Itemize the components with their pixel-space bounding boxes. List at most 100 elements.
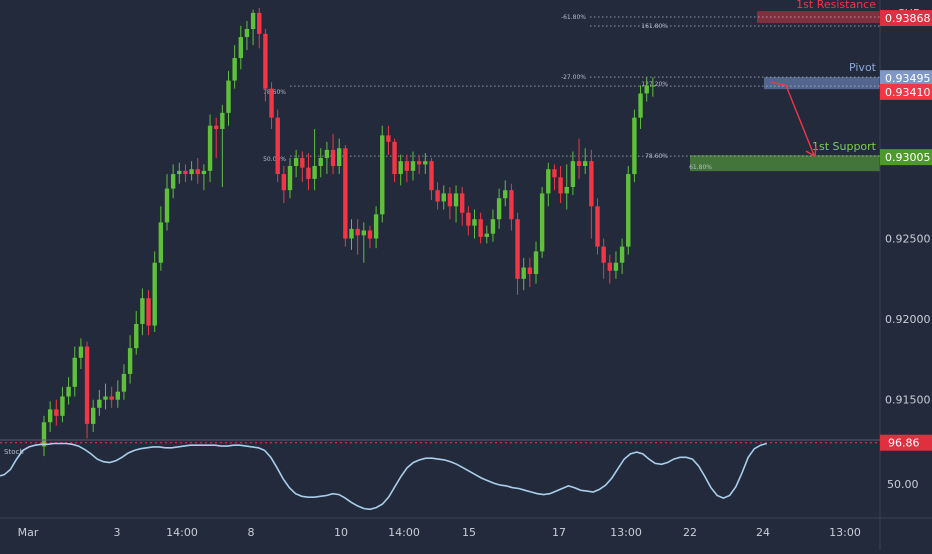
- candle: [109, 386, 114, 408]
- stoch-tick-label: 50.00: [887, 478, 919, 491]
- resistance-title: 1st Resistance: [796, 0, 876, 11]
- candle: [158, 206, 164, 271]
- candle: [41, 415, 47, 457]
- svg-text:0.93005: 0.93005: [885, 151, 931, 164]
- candle: [589, 149, 594, 239]
- candle: [115, 380, 120, 408]
- candle: [183, 164, 188, 183]
- pivot-title: Pivot: [849, 61, 877, 74]
- candle: [398, 154, 403, 186]
- candle: [232, 45, 237, 89]
- candle: [121, 364, 127, 400]
- candle: [250, 9, 256, 46]
- candle: [361, 222, 366, 263]
- candle: [546, 162, 551, 207]
- candle: [318, 148, 323, 178]
- candle: [583, 148, 588, 175]
- candle: [595, 198, 600, 255]
- time-tick-label: 13:00: [610, 526, 642, 539]
- svg-text:0.93868: 0.93868: [885, 12, 931, 25]
- candle: [380, 125, 385, 223]
- svg-text:0.93495: 0.93495: [885, 72, 931, 85]
- time-tick-label: 22: [683, 526, 697, 539]
- candle: [490, 209, 496, 242]
- candle: [626, 166, 631, 255]
- candle: [343, 145, 348, 247]
- candle: [220, 104, 225, 187]
- candle: [91, 399, 96, 432]
- candle: [146, 290, 151, 336]
- candle: [509, 183, 514, 231]
- candle: [503, 180, 508, 207]
- projection-arrow: [770, 81, 817, 158]
- candle: [54, 399, 59, 426]
- candle: [140, 288, 145, 336]
- fib-label-left-0: 78.60%: [263, 89, 286, 96]
- candle: [300, 151, 305, 183]
- candle: [472, 209, 477, 239]
- candle: [103, 383, 108, 410]
- candle: [607, 254, 612, 284]
- candle: [275, 109, 280, 183]
- pivot-price-tag: 0.93495: [880, 70, 932, 87]
- price-tick-label: 0.92000: [885, 313, 931, 326]
- time-tick-label: 24: [756, 526, 770, 539]
- time-tick-label: 15: [462, 526, 476, 539]
- candle: [392, 138, 397, 183]
- candle: [84, 341, 90, 439]
- candle: [78, 338, 84, 370]
- candle: [404, 154, 410, 183]
- candle: [324, 141, 330, 175]
- candle: [127, 335, 133, 384]
- candle: [201, 164, 207, 191]
- candle: [533, 241, 539, 284]
- fib-label-left-1: 50.00%: [263, 156, 286, 163]
- candle: [558, 166, 563, 204]
- candle: [189, 161, 194, 181]
- candle: [515, 212, 520, 295]
- support-price-tag: 0.93005: [880, 149, 932, 166]
- time-tick-label: 14:00: [388, 526, 420, 539]
- time-tick-label: 8: [248, 526, 255, 539]
- candle: [207, 114, 213, 183]
- candle: [72, 346, 77, 397]
- candle: [263, 29, 268, 102]
- candle: [576, 138, 582, 179]
- candle: [441, 185, 446, 210]
- candle: [410, 151, 416, 181]
- candle: [416, 154, 422, 175]
- candle: [447, 186, 453, 220]
- fib-label-pivot-b: 127.20%: [641, 81, 668, 88]
- candle: [164, 174, 170, 231]
- candle: [312, 128, 317, 191]
- time-tick-label: Mar: [18, 526, 39, 539]
- candle: [638, 85, 643, 129]
- time-tick-label: 10: [334, 526, 348, 539]
- candle: [650, 77, 656, 97]
- candle: [287, 157, 293, 199]
- candle: [367, 225, 373, 249]
- stoch-value-tag: 96.86: [880, 434, 932, 451]
- candle: [355, 219, 360, 255]
- candle: [47, 401, 53, 432]
- candle: [66, 377, 71, 405]
- candle: [177, 162, 182, 184]
- candle: [349, 219, 354, 250]
- candle: [269, 82, 274, 129]
- candle: [281, 166, 287, 204]
- time-tick-label: 3: [114, 526, 121, 539]
- svg-text:0.93410: 0.93410: [885, 86, 931, 99]
- stoch-label: Stoch: [4, 448, 24, 456]
- candle: [134, 311, 139, 355]
- candle: [619, 238, 625, 274]
- candle: [195, 157, 200, 184]
- candle: [257, 8, 262, 49]
- fib-label-resistance-b: 161.80%: [641, 23, 668, 30]
- fib-label-resistance-a: -61.80%: [561, 14, 586, 21]
- candle: [570, 151, 576, 196]
- candle: [330, 133, 336, 175]
- svg-text:96.86: 96.86: [888, 437, 920, 450]
- candle: [423, 153, 428, 175]
- candle: [496, 188, 502, 229]
